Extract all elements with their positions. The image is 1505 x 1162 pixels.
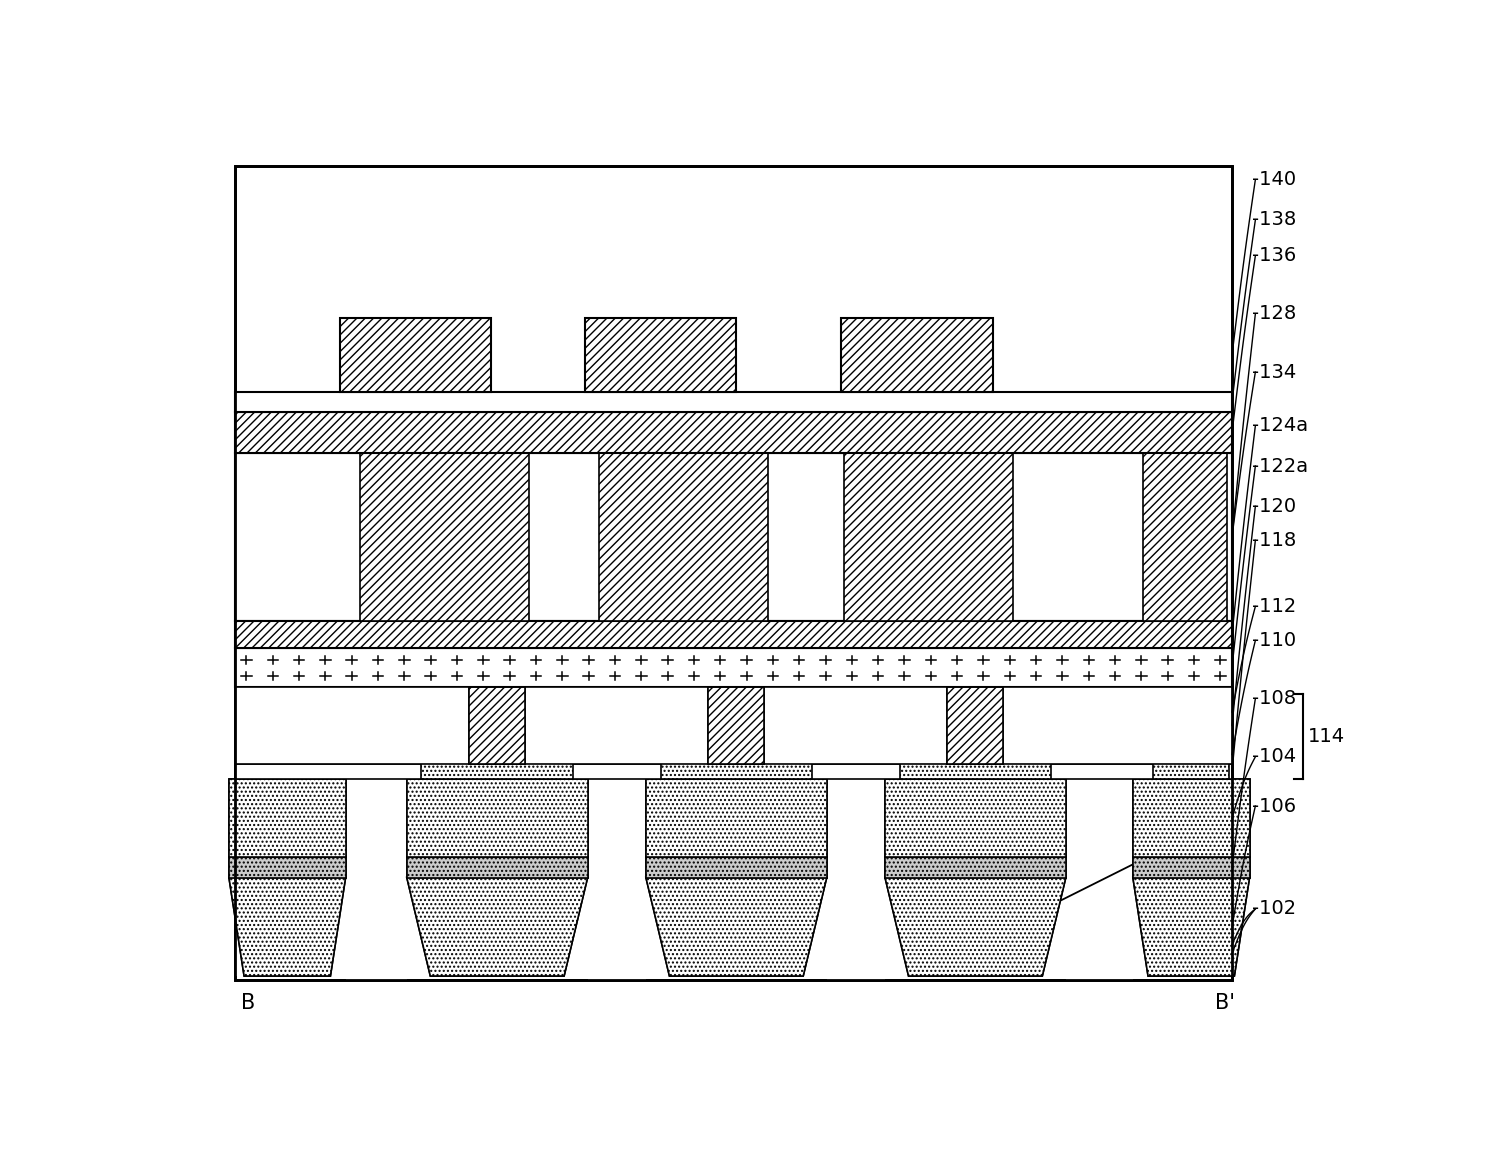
Bar bbox=[235, 392, 1233, 413]
Text: -136: -136 bbox=[1252, 246, 1296, 265]
Text: -128: -128 bbox=[1252, 304, 1296, 323]
Text: -120: -120 bbox=[1252, 497, 1296, 516]
Text: -118: -118 bbox=[1252, 531, 1296, 550]
Bar bbox=[470, 687, 525, 763]
Bar bbox=[235, 687, 1233, 763]
Bar bbox=[646, 858, 826, 877]
Bar bbox=[421, 730, 573, 780]
Bar bbox=[1066, 780, 1133, 981]
Polygon shape bbox=[406, 877, 587, 976]
Bar bbox=[900, 730, 1052, 780]
Bar bbox=[646, 780, 826, 858]
Bar bbox=[885, 858, 1066, 877]
Bar bbox=[844, 452, 1013, 621]
Bar bbox=[1133, 780, 1249, 858]
Text: B': B' bbox=[1215, 992, 1234, 1013]
Bar bbox=[1144, 452, 1228, 621]
Text: -104: -104 bbox=[1252, 747, 1296, 766]
Polygon shape bbox=[885, 877, 1066, 976]
Bar bbox=[661, 730, 813, 780]
Bar bbox=[406, 780, 587, 858]
Text: -138: -138 bbox=[1252, 210, 1296, 229]
Bar bbox=[885, 780, 1066, 858]
Bar bbox=[646, 780, 826, 858]
Text: -108: -108 bbox=[1252, 689, 1296, 708]
Bar bbox=[235, 413, 1233, 452]
Bar bbox=[1153, 694, 1230, 730]
Text: -124a: -124a bbox=[1252, 416, 1308, 436]
Bar bbox=[948, 687, 1004, 763]
Bar bbox=[585, 318, 736, 392]
Bar bbox=[1133, 858, 1249, 877]
Polygon shape bbox=[646, 877, 826, 976]
Bar bbox=[1133, 858, 1249, 877]
Bar bbox=[470, 687, 525, 763]
Bar bbox=[841, 318, 993, 392]
Bar bbox=[599, 452, 769, 621]
Bar bbox=[826, 780, 885, 981]
Bar bbox=[235, 687, 1233, 763]
Text: -140: -140 bbox=[1252, 170, 1296, 189]
Bar bbox=[1133, 780, 1249, 858]
Bar bbox=[406, 780, 587, 858]
Bar bbox=[235, 647, 1233, 687]
Bar bbox=[340, 318, 491, 392]
Bar bbox=[235, 166, 1233, 981]
Bar bbox=[885, 858, 1066, 877]
Text: -112: -112 bbox=[1252, 597, 1296, 616]
Bar bbox=[421, 694, 573, 730]
Polygon shape bbox=[406, 877, 587, 976]
Bar bbox=[406, 858, 587, 877]
Bar bbox=[1153, 730, 1230, 780]
Bar bbox=[235, 780, 1233, 976]
Polygon shape bbox=[885, 877, 1066, 976]
Polygon shape bbox=[1133, 877, 1249, 976]
Bar bbox=[709, 687, 765, 763]
Bar bbox=[229, 858, 346, 877]
Bar bbox=[661, 694, 813, 730]
Polygon shape bbox=[646, 877, 826, 976]
Text: 114: 114 bbox=[1308, 727, 1345, 746]
Polygon shape bbox=[229, 877, 346, 976]
Text: -102: -102 bbox=[1252, 899, 1296, 918]
Text: -110: -110 bbox=[1252, 631, 1296, 650]
Bar bbox=[900, 694, 1052, 730]
Bar bbox=[646, 858, 826, 877]
Polygon shape bbox=[229, 877, 346, 976]
Bar bbox=[235, 621, 1233, 647]
Bar bbox=[948, 687, 1004, 763]
Polygon shape bbox=[1133, 877, 1249, 976]
Bar bbox=[587, 780, 646, 981]
Text: B: B bbox=[241, 992, 254, 1013]
Bar bbox=[235, 763, 1233, 780]
Bar bbox=[346, 780, 406, 981]
Text: -134: -134 bbox=[1252, 363, 1296, 381]
Bar bbox=[235, 452, 1233, 621]
Bar bbox=[235, 166, 1233, 981]
Bar bbox=[709, 687, 765, 763]
Bar bbox=[406, 858, 587, 877]
Bar bbox=[229, 780, 346, 858]
Text: -122a: -122a bbox=[1252, 457, 1308, 475]
Bar bbox=[229, 780, 346, 858]
Bar bbox=[885, 780, 1066, 858]
Bar bbox=[229, 858, 346, 877]
Bar bbox=[360, 452, 530, 621]
Text: -106: -106 bbox=[1252, 796, 1296, 816]
